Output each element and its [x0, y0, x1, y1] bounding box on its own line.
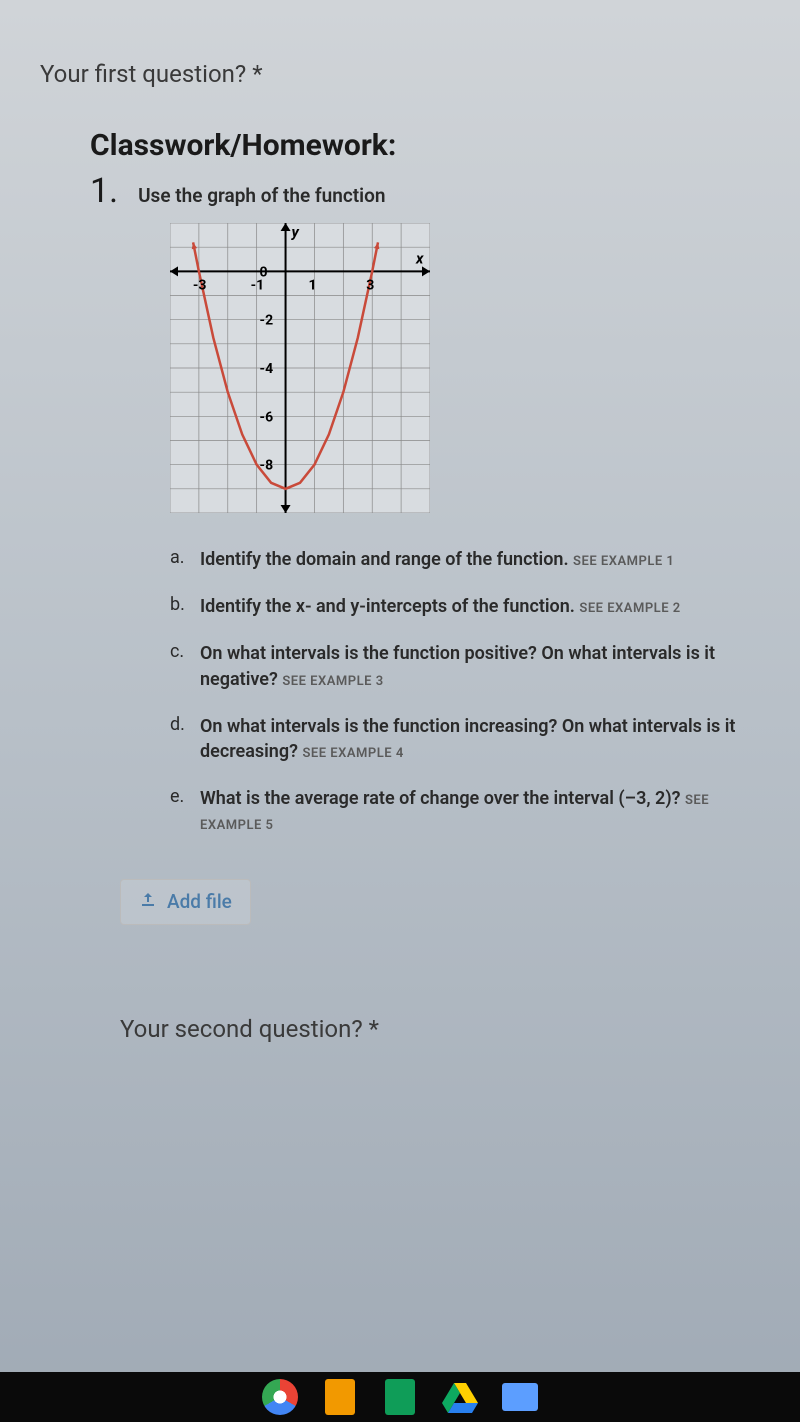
sub-letter: a. — [170, 547, 200, 568]
see-example: SEE EXAMPLE 4 — [302, 746, 403, 761]
upload-svg — [139, 891, 157, 909]
upload-icon — [139, 890, 157, 914]
problem-number: 1. — [90, 171, 118, 211]
sub-text: Identify the domain and range of the fun… — [200, 547, 674, 572]
drive-icon[interactable] — [442, 1379, 478, 1415]
svg-text:-3: -3 — [193, 277, 207, 293]
taskbar — [0, 1372, 800, 1422]
sub-text-body: On what intervals is the function positi… — [200, 643, 715, 689]
sub-text-body: On what intervals is the function increa… — [200, 716, 735, 762]
sheets-icon[interactable] — [382, 1379, 418, 1415]
sub-item-c: c. On what intervals is the function pos… — [170, 641, 740, 691]
svg-text:y: y — [291, 223, 300, 241]
docs-icon[interactable] — [322, 1379, 358, 1415]
svg-text:3: 3 — [366, 277, 374, 293]
section-title: Classwork/Homework: — [90, 128, 740, 163]
see-example: SEE EXAMPLE 2 — [579, 601, 680, 616]
sub-letter: c. — [170, 641, 200, 662]
question-label: Your first question? * — [40, 60, 760, 88]
function-graph: yx-3-1130-2-4-6-8 — [170, 223, 740, 517]
sub-text-body: Identify the x- and y-intercepts of the … — [200, 596, 575, 617]
sub-item-a: a. Identify the domain and range of the … — [170, 547, 740, 572]
sub-letter: b. — [170, 594, 200, 615]
sub-text-body: What is the average rate of change over … — [200, 788, 681, 809]
sub-letter: d. — [170, 714, 200, 735]
sub-items-list: a. Identify the domain and range of the … — [170, 547, 740, 837]
svg-text:0: 0 — [260, 264, 268, 280]
svg-text:-8: -8 — [260, 458, 274, 474]
chrome-icon[interactable] — [262, 1379, 298, 1415]
sub-item-d: d. On what intervals is the function inc… — [170, 714, 740, 764]
files-icon[interactable] — [502, 1379, 538, 1415]
svg-text:1: 1 — [308, 277, 316, 293]
add-file-button[interactable]: Add file — [120, 879, 251, 925]
sub-item-b: b. Identify the x- and y-intercepts of t… — [170, 594, 740, 619]
sub-text-body: Identify the domain and range of the fun… — [200, 549, 569, 570]
sub-text: On what intervals is the function positi… — [200, 641, 740, 691]
question2-label: Your second question? * — [120, 1015, 740, 1043]
graph-svg: yx-3-1130-2-4-6-8 — [170, 223, 430, 513]
svg-text:x: x — [415, 249, 424, 267]
svg-text:-2: -2 — [260, 313, 274, 329]
content-block: Classwork/Homework: 1. Use the graph of … — [40, 128, 760, 1043]
see-example: SEE EXAMPLE 3 — [282, 674, 383, 689]
svg-text:-6: -6 — [260, 409, 274, 425]
svg-text:-4: -4 — [260, 361, 274, 377]
see-example: SEE EXAMPLE 1 — [573, 554, 674, 569]
sub-text: Identify the x- and y-intercepts of the … — [200, 594, 681, 619]
problem-instruction: Use the graph of the function — [138, 184, 385, 207]
problem-row: 1. Use the graph of the function — [90, 171, 740, 211]
sub-text: On what intervals is the function increa… — [200, 714, 740, 764]
sub-text: What is the average rate of change over … — [200, 786, 740, 836]
sub-letter: e. — [170, 786, 200, 807]
add-file-label: Add file — [167, 890, 232, 913]
sub-item-e: e. What is the average rate of change ov… — [170, 786, 740, 836]
